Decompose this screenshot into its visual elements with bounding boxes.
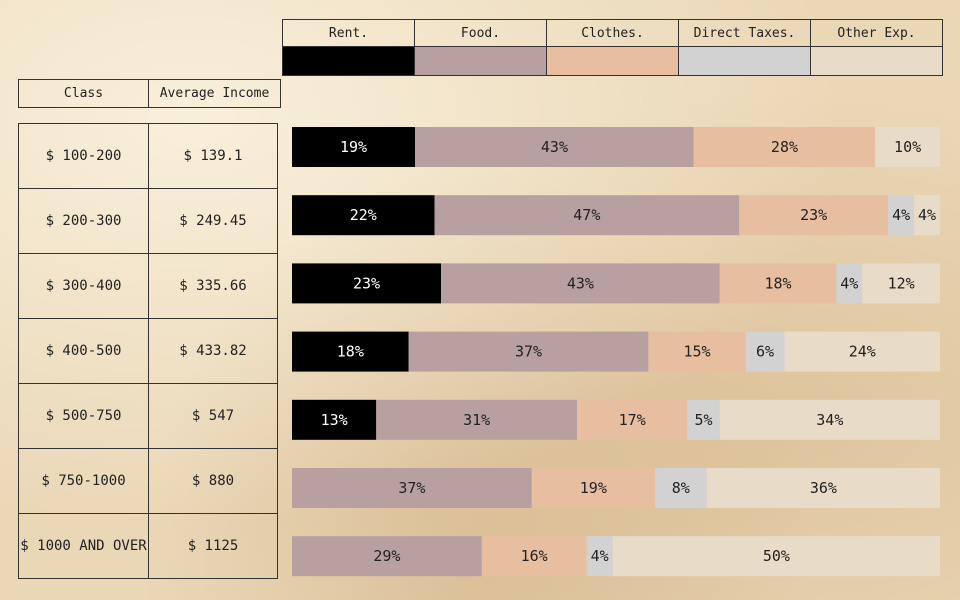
bar-value-label: 24% [849, 343, 876, 361]
bar-value-label: 43% [541, 138, 568, 156]
bar-segment-direct-taxes [687, 399, 720, 440]
bar-value-label: 34% [816, 411, 843, 429]
bar-value-label: 22% [350, 206, 377, 224]
bar-segment-rent [292, 127, 416, 167]
legend-swatch-direct-taxes [678, 47, 811, 76]
bar-segment-clothes [577, 399, 688, 440]
bar-segment-rent [292, 399, 377, 440]
legend-swatch-rent [282, 47, 415, 76]
bar-segment-other-exp [862, 263, 940, 304]
legend-item-clothes: Clothes. [546, 19, 679, 76]
bar-segment-food [408, 331, 649, 372]
bar-segment-food [415, 127, 694, 167]
bar-segment-clothes [719, 263, 837, 304]
bar-value-label: 29% [373, 547, 400, 565]
bar-value-label: 31% [463, 411, 490, 429]
table-row: $ 1000 AND OVER $ 1125 [18, 513, 278, 579]
bar-segment-direct-taxes [745, 331, 785, 372]
bar-value-label: 47% [573, 206, 600, 224]
bar-value-label: 17% [619, 411, 646, 429]
bar-segment-other-exp [914, 195, 940, 236]
average-income-cell: $ 1125 [148, 513, 278, 579]
income-table: $ 100-200 $ 139.1 $ 200-300 $ 249.45 $ 3… [18, 123, 278, 579]
bar-segment-food [292, 536, 482, 577]
legend-swatch-other-exp [810, 47, 943, 76]
bar-segment-clothes [648, 331, 746, 372]
bar-value-label: 23% [353, 274, 380, 292]
bar-value-label: 18% [337, 343, 364, 361]
bar-segment-direct-taxes [888, 195, 915, 236]
bar-value-label: 18% [764, 274, 791, 292]
bar-value-label: 37% [398, 479, 425, 497]
bar-segment-food [441, 263, 720, 304]
bar-value-label: 36% [810, 479, 837, 497]
bar-value-label: 13% [321, 411, 348, 429]
bar-segment-clothes [481, 536, 587, 577]
bar-value-label: 16% [521, 547, 548, 565]
bar-value-label: 10% [894, 138, 921, 156]
bar-segment-direct-taxes [654, 468, 707, 508]
bar-segment-clothes [693, 127, 876, 167]
legend-item-food: Food. [414, 19, 547, 76]
bar-segment-rent [292, 331, 409, 372]
bar-value-label: 15% [683, 343, 710, 361]
bar-segment-direct-taxes [836, 263, 863, 304]
bar-value-label: 4% [892, 206, 910, 224]
legend: Rent. Food. Clothes. Direct Taxes. Other… [282, 19, 943, 76]
bar-value-label: 23% [800, 206, 827, 224]
bar-value-label: 50% [763, 547, 790, 565]
bar-value-label: 43% [567, 274, 594, 292]
bar-value-label: 8% [672, 479, 690, 497]
legend-label-other-exp: Other Exp. [810, 19, 943, 47]
bar-value-label: 4% [591, 547, 609, 565]
bar-segment-other-exp [706, 468, 940, 508]
bar-value-label: 5% [694, 411, 712, 429]
legend-swatch-food [414, 47, 547, 76]
bar-value-label: 37% [515, 343, 542, 361]
legend-item-other-exp: Other Exp. [810, 19, 943, 76]
bar-value-label: 19% [340, 138, 367, 156]
bar-value-label: 28% [771, 138, 798, 156]
bar-value-label: 6% [756, 343, 774, 361]
average-income-column-header: Average Income [148, 79, 281, 108]
bar-segment-food [292, 468, 532, 508]
bar-segment-other-exp [784, 331, 940, 372]
bar-segment-other-exp [719, 399, 940, 440]
legend-item-rent: Rent. [282, 19, 415, 76]
bar-value-label: 4% [918, 206, 936, 224]
bar-segment-direct-taxes [586, 536, 613, 577]
bar-segment-rent [292, 195, 435, 236]
bar-segment-food [376, 399, 578, 440]
bar-segment-other-exp [612, 536, 940, 577]
bar-segment-clothes [739, 195, 889, 236]
bar-segment-other-exp [875, 127, 940, 167]
bar-segment-rent [292, 263, 442, 304]
bar-segment-food [434, 195, 740, 236]
bar-segment-clothes [531, 468, 655, 508]
bar-value-label: 19% [580, 479, 607, 497]
bar-value-label: 4% [840, 274, 858, 292]
table-header: Class Average Income [18, 79, 281, 108]
legend-item-direct-taxes: Direct Taxes. [678, 19, 811, 76]
bar-value-label: 12% [888, 274, 915, 292]
